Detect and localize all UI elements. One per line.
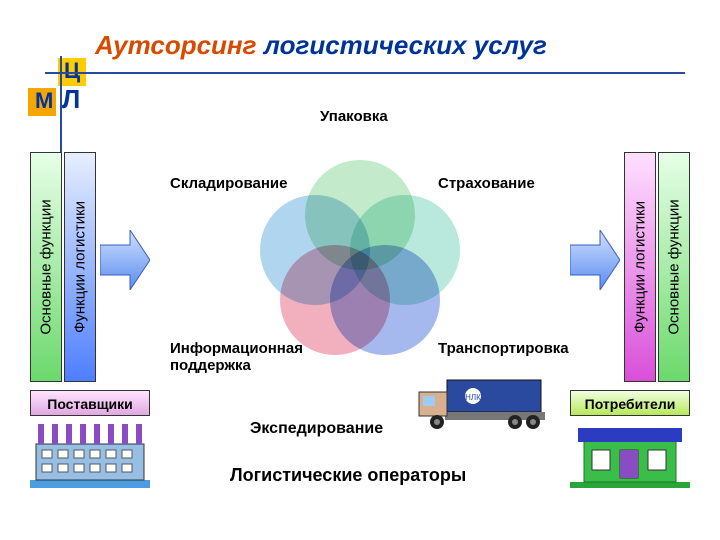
store-icon [570, 420, 690, 490]
arrow-right-icon [570, 230, 620, 290]
bar-inner-right: Функции логистики [624, 152, 656, 382]
label-packaging: Упаковка [320, 108, 388, 125]
venn-diagram [260, 160, 460, 360]
svg-text:НЛК: НЛК [465, 393, 481, 402]
label-logistic-operators: Логистические операторы [230, 465, 466, 486]
label-transport: Транспортировка [438, 340, 569, 357]
label-forwarding: Экспедирование [250, 420, 383, 438]
logo-letter-m: М [35, 88, 53, 114]
bar-outer-right: Основные функции [658, 152, 690, 382]
truck-icon: НЛК [415, 376, 555, 431]
bar-outer-right-label: Основные функции [666, 199, 683, 334]
logo-letter-l: Л [62, 84, 80, 115]
title-part2: логистических услуг [264, 30, 547, 60]
logo-letter-ts: Ц [64, 58, 80, 84]
bar-outer-left: Основные функции [30, 152, 62, 382]
label-insurance: Страхование [438, 175, 535, 192]
page-title: Аутсорсинг логистических услуг [95, 30, 547, 61]
consumers-label: Потребители [585, 396, 676, 412]
title-part1: Аутсорсинг [95, 30, 264, 60]
suppliers-label: Поставщики [47, 396, 133, 412]
bar-inner-right-label: Функции логистики [632, 201, 649, 333]
label-warehousing: Складирование [170, 175, 287, 192]
factory-icon [30, 420, 150, 490]
arrow-left-icon [100, 230, 150, 290]
venn-circle-5 [330, 245, 440, 355]
horizontal-rule [45, 72, 685, 74]
bar-inner-left-label: Функции логистики [72, 201, 89, 333]
label-info-support: Информационная поддержка [170, 340, 303, 374]
consumers-box: Потребители [570, 390, 690, 416]
suppliers-box: Поставщики [30, 390, 150, 416]
bar-inner-left: Функции логистики [64, 152, 96, 382]
bar-outer-left-label: Основные функции [38, 199, 55, 334]
